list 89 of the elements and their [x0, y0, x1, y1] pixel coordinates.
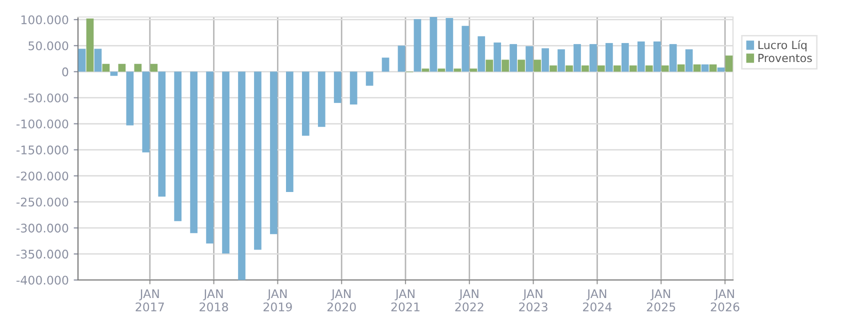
- bar: [645, 65, 653, 72]
- bar: [318, 72, 326, 127]
- bar: [614, 65, 621, 72]
- bar: [693, 64, 701, 72]
- bar: [518, 60, 525, 72]
- bar: [350, 72, 358, 104]
- y-tick-label: -350.000: [16, 250, 68, 259]
- x-tick-label: JAN 2021: [391, 289, 420, 312]
- bar: [701, 64, 709, 72]
- y-tick-label: -50.000: [24, 93, 68, 102]
- x-tick-label: JAN 2026: [710, 289, 740, 312]
- y-tick-label: -150.000: [16, 146, 68, 154]
- bar: [661, 65, 669, 72]
- bar: [526, 46, 533, 72]
- bar: [414, 19, 422, 72]
- bar: [222, 72, 230, 254]
- bar: [558, 49, 565, 72]
- y-tick-label: -400.000: [16, 276, 68, 285]
- bar: [270, 72, 278, 234]
- bar: [478, 36, 486, 72]
- bar: [502, 60, 510, 72]
- bar: [653, 41, 661, 72]
- bar: [134, 64, 142, 72]
- bar: [590, 44, 597, 72]
- bar: [510, 44, 518, 72]
- bar: [190, 72, 198, 234]
- bar: [629, 65, 637, 72]
- x-tick-label: JAN 2023: [519, 289, 548, 312]
- bar: [669, 44, 677, 72]
- x-tick-label: JAN 2018: [200, 289, 228, 312]
- bar: [470, 68, 478, 72]
- bar: [430, 17, 438, 72]
- bar: [78, 48, 86, 72]
- bar: [286, 72, 294, 192]
- legend-label: Proventos: [758, 54, 812, 62]
- bar: [574, 44, 581, 72]
- bar: [454, 68, 462, 72]
- bar: [158, 72, 166, 197]
- bar: [717, 68, 725, 72]
- bar: [110, 72, 118, 76]
- bar: [598, 65, 605, 72]
- bar: [677, 64, 685, 72]
- bar: [550, 65, 557, 72]
- bar: [486, 60, 494, 72]
- y-tick-label: 50.000: [28, 41, 68, 50]
- x-tick-label: JAN 2024: [583, 289, 612, 312]
- bar: [725, 56, 733, 72]
- bar: [637, 41, 645, 72]
- bar: [126, 72, 134, 126]
- y-tick-label: 0: [62, 67, 68, 76]
- x-tick-label: JAN 2017: [136, 289, 164, 312]
- bar: [534, 60, 541, 72]
- y-tick-label: -250.000: [16, 198, 68, 207]
- bar: [238, 72, 246, 280]
- x-tick-label: JAN 2025: [646, 289, 676, 312]
- bar: [302, 72, 310, 136]
- x-tick-label: JAN 2019: [264, 289, 292, 312]
- y-tick-label: -200.000: [16, 172, 68, 180]
- legend-label: Lucro Líq: [758, 40, 806, 52]
- bar: [366, 72, 374, 86]
- bar: [94, 48, 102, 72]
- bar: [494, 42, 502, 72]
- bar: [709, 64, 717, 72]
- y-tick-label: -100.000: [16, 119, 68, 128]
- bar: [438, 68, 446, 72]
- y-tick-label: 100.000: [21, 15, 68, 24]
- bar: [382, 58, 390, 72]
- bar: [150, 64, 158, 72]
- y-tick-label: -300.000: [16, 224, 68, 233]
- bar: [142, 72, 150, 152]
- bar: [102, 64, 110, 72]
- bar: [621, 43, 629, 72]
- bar: [86, 18, 94, 72]
- bar: [422, 68, 430, 72]
- bar: [566, 65, 573, 72]
- bar: [542, 48, 549, 72]
- bar: [398, 46, 406, 72]
- bar: [334, 72, 342, 103]
- x-tick-label: JAN 2022: [455, 289, 484, 312]
- bar: [174, 72, 182, 222]
- bar: [685, 49, 693, 72]
- bar: [582, 65, 589, 72]
- bar: [446, 18, 454, 72]
- bar: [254, 72, 262, 250]
- bar: [606, 43, 613, 72]
- bar: [462, 26, 470, 72]
- x-tick-label: JAN 2020: [327, 289, 356, 312]
- bar: [118, 64, 126, 72]
- bar: [206, 72, 214, 244]
